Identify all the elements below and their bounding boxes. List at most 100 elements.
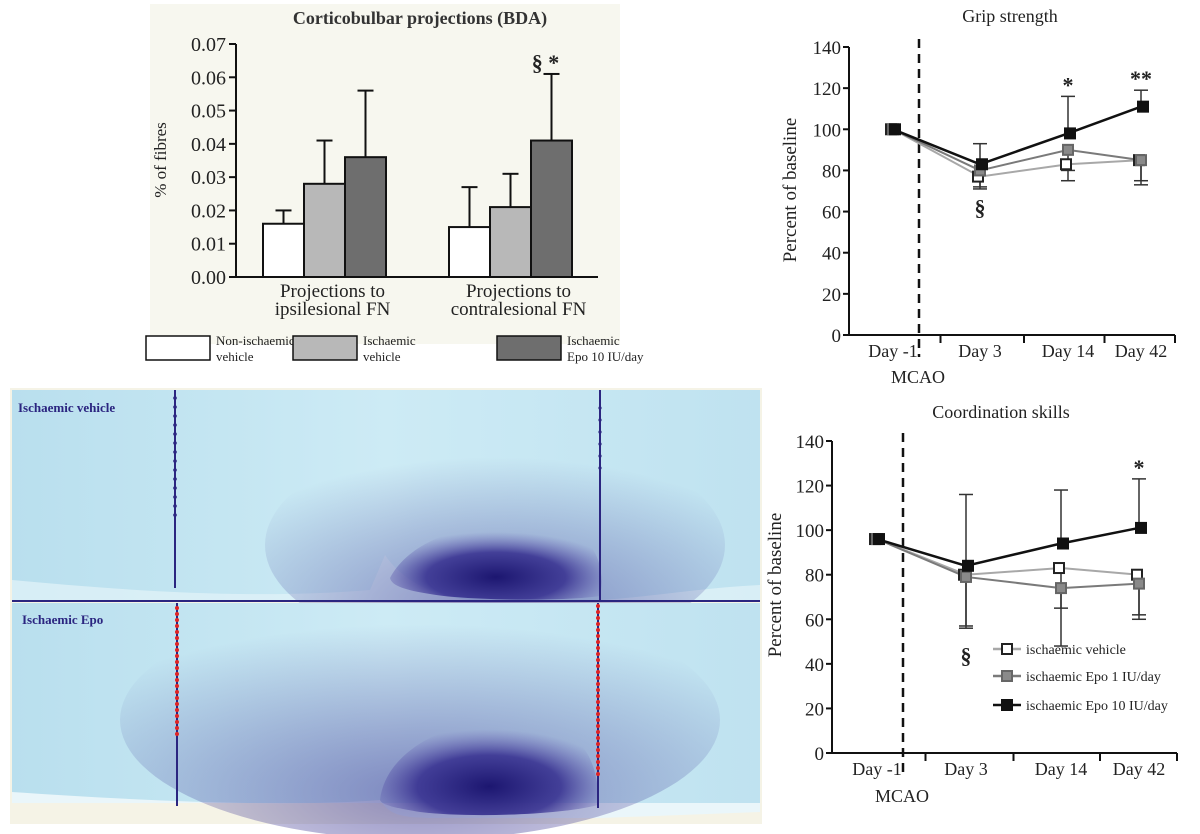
bar-group-label-line1: Projections to — [280, 281, 385, 302]
grip-x-tick-label: Day 3 — [958, 341, 1002, 361]
histology-top-label: Ischaemic vehicle — [18, 400, 115, 415]
coord-chart-ylabel: Percent of baseline — [765, 513, 786, 658]
grip-marker — [1135, 154, 1147, 167]
coord-y-tick-label: 100 — [796, 521, 825, 542]
histology-top-marker — [173, 450, 177, 454]
histology-bottom-marker — [596, 724, 600, 728]
histology-bottom-marker — [596, 706, 600, 710]
bar-group-label-line1: Projections to — [466, 281, 571, 302]
histology-top-marker — [173, 405, 177, 409]
grip-significance-annotation: * — [1063, 72, 1074, 97]
bar-chart-legend: Non-ischaemicvehicleIschaemicvehicleIsch… — [145, 333, 644, 364]
histology-top-marker — [598, 406, 602, 410]
grip-series-line — [892, 128, 1142, 172]
histology-bottom-marker — [596, 628, 600, 632]
grip-marker — [1062, 143, 1074, 156]
histology-bottom-marker — [596, 610, 600, 614]
coord-y-tick-label: 20 — [805, 699, 824, 720]
bar-group-label-line2: contralesional FN — [451, 299, 587, 320]
histology-bottom-marker — [175, 624, 179, 628]
grip-significance-annotation: ** — [1130, 66, 1152, 91]
histology-markers — [173, 396, 602, 776]
histology-top-marker — [173, 459, 177, 463]
histology-bottom-marker — [596, 640, 600, 644]
coord-marker — [1057, 537, 1069, 550]
coord-legend-marker — [1001, 699, 1013, 711]
histology-bottom-marker — [596, 670, 600, 674]
histology-bottom-marker — [596, 760, 600, 764]
coord-y-tick-label: 80 — [805, 566, 824, 587]
histology-bottom-marker — [175, 648, 179, 652]
histology-top-marker — [173, 441, 177, 445]
histology-bottom-marker — [175, 660, 179, 664]
coord-marker — [1133, 577, 1145, 590]
coord-legend-marker — [1001, 670, 1013, 682]
grip-x-tick-label: Day -1 — [868, 341, 917, 361]
coordination-chart: Coordination skills Percent of baseline … — [765, 402, 1178, 806]
grip-y-tick-label: 20 — [822, 285, 841, 306]
bar-chart-y-axis: 0.00 0.01 0.02 0.03 0.04 0.05 0.06 0.07 — [191, 34, 598, 289]
histology-bottom-marker — [175, 630, 179, 634]
coord-significance-annotation: § — [961, 643, 972, 668]
histology-bottom-marker — [175, 672, 179, 676]
histology-bottom-marker — [175, 696, 179, 700]
histology-bottom-marker — [596, 700, 600, 704]
bar — [344, 156, 387, 279]
histology-bottom-marker — [175, 708, 179, 712]
bar — [530, 139, 573, 278]
coord-y-tick-label: 140 — [796, 432, 825, 453]
histology-top-marker — [173, 414, 177, 418]
histology-bottom-marker — [596, 622, 600, 626]
coord-series-line — [876, 526, 1140, 568]
histology-bottom-marker — [175, 678, 179, 682]
histology-top-marker — [173, 513, 177, 517]
histology-bottom-marker — [175, 666, 179, 670]
bar-y-tick-label: 0.02 — [191, 200, 226, 222]
bar — [448, 226, 491, 278]
bar-y-tick-label: 0.04 — [191, 134, 226, 156]
histology-bottom-marker — [175, 684, 179, 688]
coord-marker — [873, 533, 885, 546]
coord-marker — [1135, 521, 1147, 534]
histology-bottom-marker — [175, 612, 179, 616]
histology-bottom-marker — [596, 730, 600, 734]
legend-label-line2: vehicle — [216, 349, 254, 364]
coord-marker — [960, 570, 972, 583]
legend-label-line2: Epo 10 IU/day — [567, 349, 644, 364]
coord-chart-plot: 0 20 40 60 80 100 120 140 Day -1 Day 3 Day 14 Day 4… — [796, 432, 1178, 779]
bar-group-label-line2: ipsilesional FN — [275, 299, 391, 320]
coord-legend-label: ischaemic Epo 1 IU/day — [1026, 670, 1161, 685]
bar — [489, 206, 532, 279]
bar-chart: Corticobulbar projections (BDA) % of fib… — [145, 4, 644, 364]
grip-marker — [889, 123, 901, 136]
histology-bottom-marker — [596, 772, 600, 776]
coord-x-tick-label: Day 42 — [1113, 759, 1166, 779]
legend-label-line1: Ischaemic — [567, 333, 620, 348]
histology-bottom-stain — [380, 719, 599, 816]
histology-bottom-marker — [596, 664, 600, 668]
coord-x-tick-label: Day -1 — [852, 759, 901, 779]
grip-chart-plot: 0 20 40 60 80 100 120 140 Day -1 Day 3 Day 14 Day 4… — [813, 38, 1176, 361]
bar-chart-ylabel: % of fibres — [151, 122, 170, 198]
legend-label-line2: vehicle — [363, 349, 401, 364]
grip-chart-event-label: MCAO — [891, 367, 945, 387]
coord-y-tick-label: 120 — [796, 477, 825, 498]
bar-y-tick-label: 0.07 — [191, 34, 226, 56]
histology-top-marker — [173, 423, 177, 427]
histology-top-marker — [173, 432, 177, 436]
coord-legend-label: ischaemic Epo 10 IU/day — [1026, 699, 1168, 714]
grip-y-tick-label: 60 — [822, 203, 841, 224]
bar — [303, 182, 346, 278]
grip-x-tick-label: Day 14 — [1042, 341, 1095, 361]
histology-bottom-label: Ischaemic Epo — [22, 612, 103, 627]
histology-bottom-marker — [175, 642, 179, 646]
histology-top-marker — [598, 418, 602, 422]
coord-legend-marker — [1001, 643, 1013, 655]
coord-series-line — [876, 538, 1140, 576]
histology-bottom-marker — [175, 726, 179, 730]
histology-bottom-marker — [175, 636, 179, 640]
histology-bottom-marker — [175, 732, 179, 736]
bar-y-tick-label: 0.01 — [191, 234, 226, 256]
coord-x-tick-label: Day 3 — [944, 759, 988, 779]
